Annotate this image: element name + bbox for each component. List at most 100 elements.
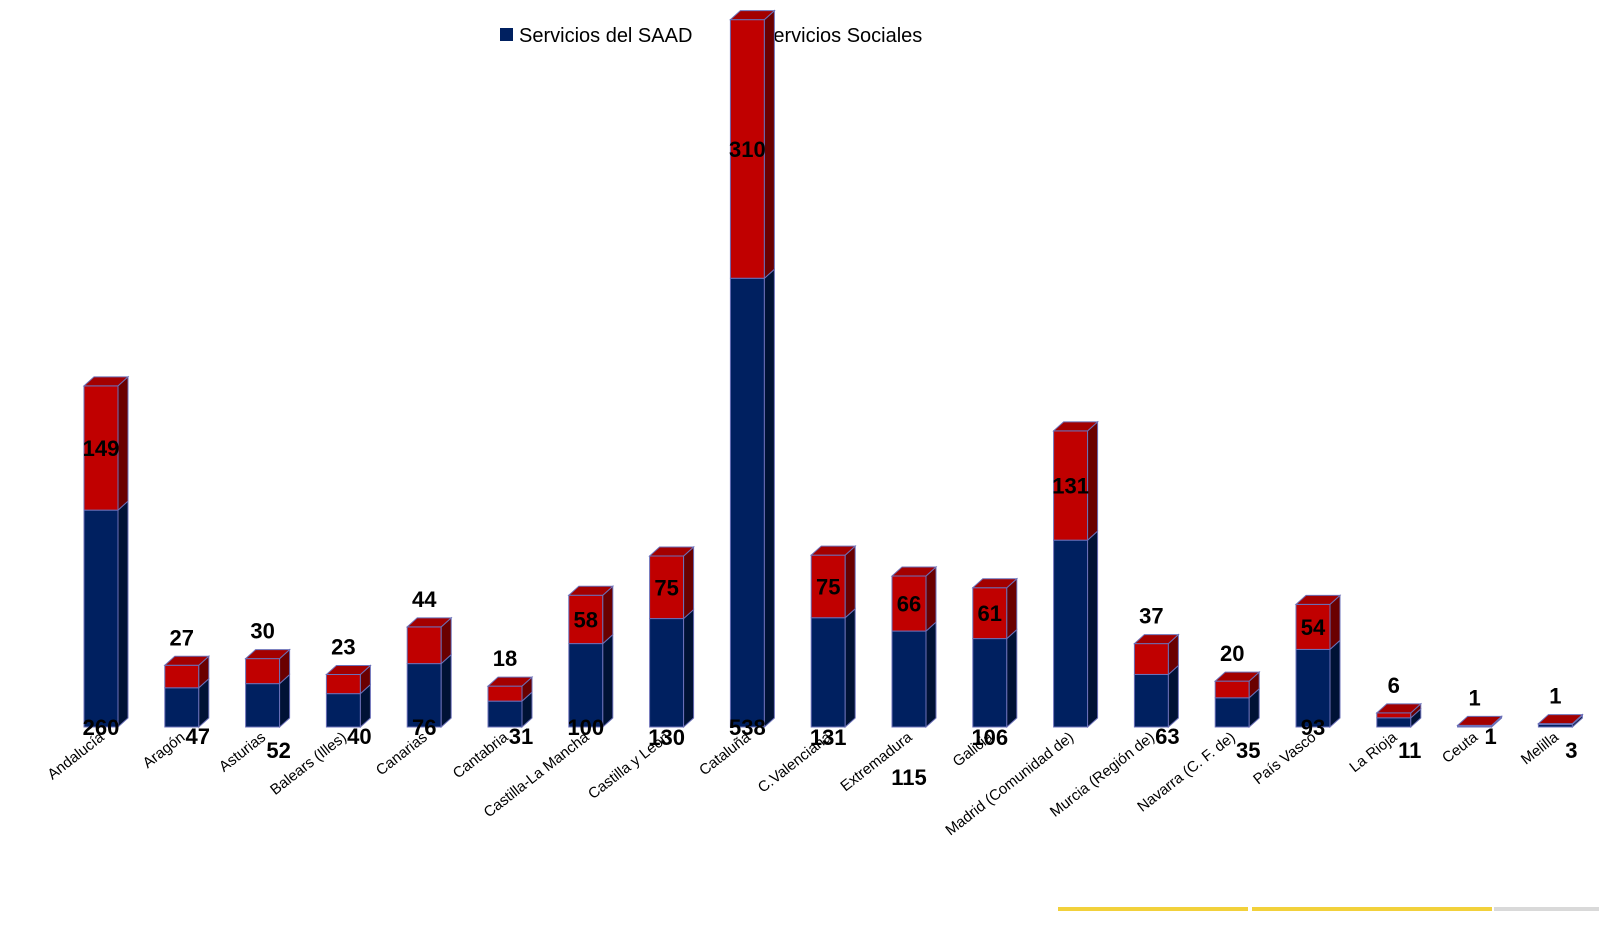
bar-group xyxy=(486,676,534,729)
bar-group xyxy=(1456,715,1503,729)
category-label: Aragón xyxy=(140,729,189,772)
category-label: Asturias xyxy=(216,729,269,776)
data-label-sociales: 6 xyxy=(1388,673,1400,698)
bar-top-sociales xyxy=(890,566,938,577)
data-label-sociales: 61 xyxy=(978,601,1002,626)
legend-label-saad: Servicios del SAAD xyxy=(519,25,692,47)
data-label-sociales: 131 xyxy=(1052,474,1089,499)
data-label-sociales: 75 xyxy=(654,575,678,600)
decorations xyxy=(1058,907,1599,911)
category-label: La Rioja xyxy=(1346,728,1400,776)
bar-top-sociales xyxy=(1133,634,1180,645)
bar-side-saad xyxy=(763,268,775,729)
bar-segment-sociales xyxy=(487,685,523,702)
bar-segment-saad xyxy=(729,277,765,728)
data-label-saad: 1 xyxy=(1484,724,1496,749)
data-label-sociales: 27 xyxy=(170,625,194,650)
legend-swatch-saad xyxy=(500,28,513,41)
category-label: Ceuta xyxy=(1439,728,1482,766)
data-label-saad: 100 xyxy=(567,715,604,740)
bar-segment-sociales xyxy=(1295,603,1331,650)
bar-segment-sociales xyxy=(1214,680,1250,699)
bar-side-saad xyxy=(602,633,614,729)
bar-group xyxy=(82,375,130,729)
data-label-sociales: 66 xyxy=(897,592,921,617)
bars xyxy=(82,9,1584,729)
bar-top-sociales xyxy=(325,664,372,675)
data-label-saad: 260 xyxy=(83,715,120,740)
bar-segment-sociales xyxy=(810,554,846,619)
bar-top-sociales xyxy=(405,617,453,628)
data-label-saad: 76 xyxy=(412,715,436,740)
data-label-saad: 35 xyxy=(1236,738,1260,763)
bar-segment-saad xyxy=(325,693,361,728)
bar-group xyxy=(648,545,695,729)
bar-side-saad xyxy=(1087,530,1099,729)
bar-segment-sociales xyxy=(1133,643,1169,675)
data-label-saad: 3 xyxy=(1565,738,1577,763)
bar-top-sociales xyxy=(729,10,776,21)
category-label: Melilla xyxy=(1518,728,1562,768)
bar-top-sociales xyxy=(1213,671,1261,682)
bar-top-sociales xyxy=(648,546,695,557)
bar-segment-sociales xyxy=(164,664,200,689)
bar-side-saad xyxy=(1329,639,1341,729)
data-label-saad: 131 xyxy=(810,725,847,750)
bar-group xyxy=(1213,671,1261,729)
decorative-underline-1 xyxy=(1058,907,1248,911)
bar-side-saad xyxy=(117,500,129,729)
data-label-saad: 93 xyxy=(1301,715,1325,740)
bar-segment-saad xyxy=(83,509,119,728)
data-label-sociales: 310 xyxy=(729,137,766,162)
data-label-saad: 40 xyxy=(347,724,371,749)
bar-group xyxy=(405,616,453,729)
data-label-sociales: 1 xyxy=(1549,684,1561,709)
bar-group xyxy=(1052,420,1099,729)
bar-segment-saad xyxy=(164,687,200,728)
data-label-sociales: 37 xyxy=(1139,604,1163,629)
bar-top-sociales xyxy=(82,376,130,387)
legend-label-sociales: Servicios Sociales xyxy=(760,25,922,47)
bar-top-sociales xyxy=(244,649,291,660)
bar-side-saad xyxy=(1167,664,1179,729)
category-label: Andalucía xyxy=(44,728,108,783)
bar-side-sociales xyxy=(925,565,937,633)
bar-side-saad xyxy=(683,608,695,729)
bar-group xyxy=(325,664,372,729)
bar-top-sociales xyxy=(1537,714,1584,725)
data-label-saad: 538 xyxy=(729,715,766,740)
bar-top-sociales xyxy=(567,585,615,596)
bar-segment-sociales xyxy=(1376,712,1412,719)
bar-group xyxy=(1375,702,1423,729)
bar-segment-saad xyxy=(810,617,846,728)
bar-segment-sociales xyxy=(1053,430,1089,541)
bar-group xyxy=(567,585,615,729)
bar-side-sociales xyxy=(1087,420,1099,542)
bar-side-sociales xyxy=(763,9,775,280)
data-label-sociales: 20 xyxy=(1220,641,1244,666)
category-label: Canarias xyxy=(373,729,431,779)
data-label-sociales: 18 xyxy=(493,646,517,671)
bar-top-sociales xyxy=(1456,715,1503,726)
bar-top-sociales xyxy=(1052,421,1099,432)
category-label: Cataluña xyxy=(696,728,754,779)
data-label-saad: 106 xyxy=(971,725,1008,750)
data-label-saad: 31 xyxy=(509,724,533,749)
decorative-underline-3 xyxy=(1494,907,1599,911)
bar-segment-saad xyxy=(891,630,927,728)
data-label-saad: 130 xyxy=(648,725,685,750)
bar-side-sociales xyxy=(117,375,129,512)
data-label-sociales: 44 xyxy=(412,587,437,612)
data-labels: 2601494727523040237644311810058130755383… xyxy=(83,137,1578,790)
data-label-sociales: 149 xyxy=(83,436,120,461)
bar-top-sociales xyxy=(486,676,534,687)
bar-group xyxy=(971,577,1019,729)
bar-top-sociales xyxy=(163,655,211,666)
data-label-saad: 47 xyxy=(186,724,210,749)
data-label-sociales: 54 xyxy=(1301,615,1326,640)
data-label-sociales: 23 xyxy=(331,634,355,659)
bar-segment-sociales xyxy=(972,587,1008,640)
bar-side-sociales xyxy=(844,545,856,619)
bar-segment-sociales xyxy=(325,673,361,695)
bar-side-sociales xyxy=(683,545,695,620)
